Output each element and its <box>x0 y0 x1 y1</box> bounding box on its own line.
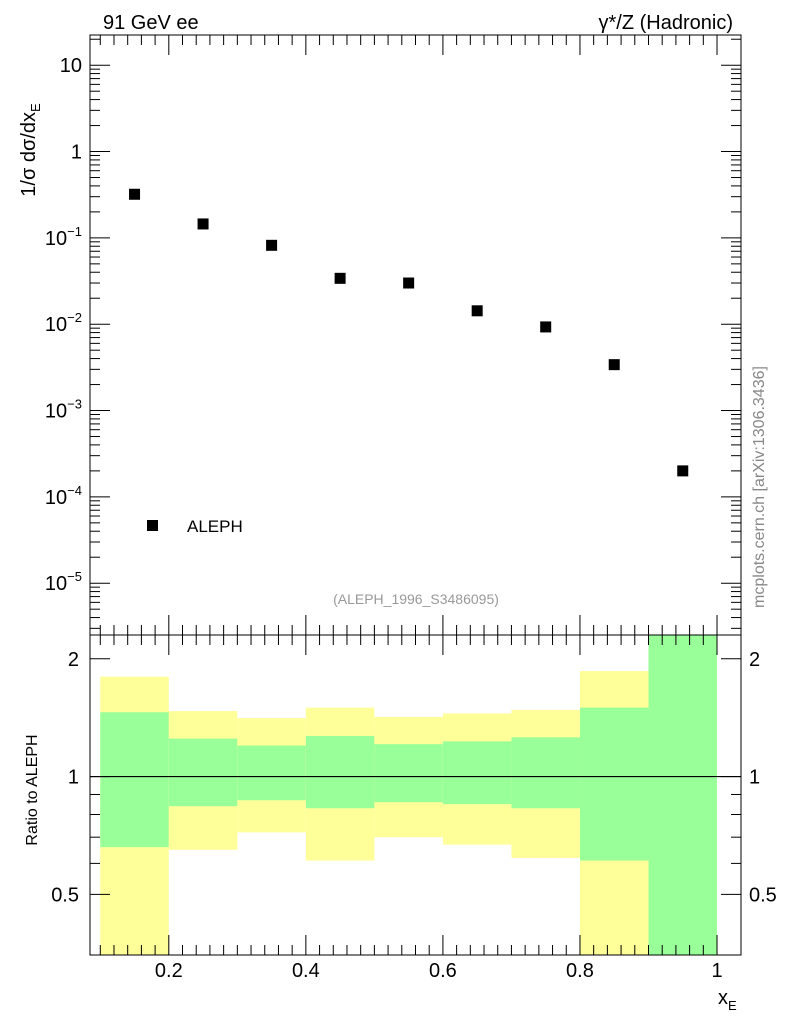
ratio-xtick-label: 0.6 <box>429 960 457 982</box>
main-ytick-label: 10−4 <box>45 483 82 509</box>
header-left-label: 91 GeV ee <box>103 12 199 34</box>
band-inner-bin <box>237 745 306 801</box>
main-ytick-base: 10 <box>45 573 67 595</box>
ratio-ytick-label: 0.5 <box>51 884 79 906</box>
main-ytick-label: 10 <box>60 55 82 77</box>
analysis-label: (ALEPH_1996_S3486095) <box>333 591 499 607</box>
main-ytick-base: 10 <box>60 55 82 77</box>
main-ytick-base: 10 <box>45 228 67 250</box>
main-ytick-label: 10−2 <box>45 310 82 336</box>
data-point <box>266 239 278 251</box>
main-ytick-base: 10 <box>45 314 67 336</box>
ratio-xtick-label: 0.8 <box>566 960 594 982</box>
main-data-points <box>129 188 689 477</box>
ratio-xtick-label: 0.2 <box>155 960 183 982</box>
data-point <box>129 188 141 200</box>
header-right-label: γ*/Z (Hadronic) <box>599 12 733 34</box>
ratio-xtick-label: 0.4 <box>292 960 320 982</box>
main-frame <box>89 34 742 636</box>
band-inner-bin <box>100 712 169 848</box>
ratio-ytick-label-right: 2 <box>749 649 760 671</box>
data-point <box>197 218 209 230</box>
band-inner-bin <box>511 737 580 809</box>
ratio-ytick-label: 1 <box>68 767 79 789</box>
band-inner-bin <box>442 741 512 805</box>
ratio-xtick-label: 1 <box>711 960 722 982</box>
data-point <box>608 359 620 371</box>
ratio-ytick-label-right: 1 <box>749 767 760 789</box>
main-ytick-label: 1 <box>71 142 82 164</box>
data-point <box>403 277 415 289</box>
x-axis-label-text: x <box>718 987 728 1009</box>
data-point <box>334 272 346 284</box>
main-ylabel-sub: E <box>28 103 43 112</box>
main-ytick-exponent: −1 <box>67 224 82 239</box>
band-inner-bin <box>168 738 238 807</box>
ratio-ytick-label-right: 0.5 <box>749 884 777 906</box>
main-ytick-base: 10 <box>45 401 67 423</box>
main-ytick-exponent: −2 <box>67 310 82 325</box>
band-inner-bin <box>579 707 649 861</box>
main-ytick-label: 10−5 <box>45 569 82 595</box>
main-ytick-base: 1 <box>71 142 82 164</box>
main-ytick-exponent: −3 <box>67 397 82 412</box>
ratio-ytick-label: 2 <box>68 649 79 671</box>
ratio-bands <box>90 635 741 955</box>
main-ytick-exponent: −4 <box>67 483 82 498</box>
main-ytick-label: 10−3 <box>45 397 82 423</box>
ratio-ylabel: Ratio to ALEPH <box>24 734 41 845</box>
axes <box>89 34 742 956</box>
x-axis-label: xE <box>718 987 737 1013</box>
main-ytick-exponent: −5 <box>67 569 82 584</box>
main-ytick-label: 10−1 <box>45 224 82 250</box>
band-inner-bin <box>305 735 375 809</box>
main-ylabel: 1/σ dσ/dxE <box>18 103 43 197</box>
band-inner-bin <box>374 744 443 803</box>
data-point <box>471 305 483 317</box>
main-ylabel-text: 1/σ dσ/dx <box>18 112 40 197</box>
x-axis-label-sub: E <box>728 998 737 1013</box>
legend-marker <box>147 520 158 531</box>
data-point <box>540 321 552 333</box>
legend-label: ALEPH <box>187 517 243 536</box>
side-label: mcplots.cern.ch [arXiv:1306.3436] <box>751 366 768 608</box>
data-point <box>677 465 689 477</box>
main-ytick-base: 10 <box>45 487 67 509</box>
band-inner-bin <box>648 635 718 955</box>
